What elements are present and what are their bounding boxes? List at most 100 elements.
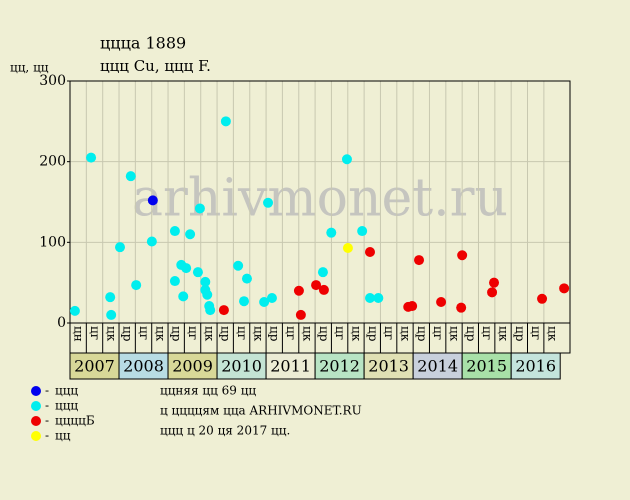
x-tick-label: цк xyxy=(153,326,167,342)
point xyxy=(181,263,192,274)
point xyxy=(146,236,157,247)
point xyxy=(169,226,180,237)
point xyxy=(487,287,498,298)
x-tick-label: цк xyxy=(300,326,314,342)
point xyxy=(218,305,229,316)
year-label: 2010 xyxy=(221,357,262,376)
x-tick-label: цг xyxy=(382,326,396,340)
point xyxy=(414,255,425,266)
point xyxy=(131,280,142,291)
y-tick-label: 0 xyxy=(57,315,66,331)
point xyxy=(537,293,548,304)
legend-marker xyxy=(31,401,41,411)
point xyxy=(200,276,211,287)
x-tick-label: цг xyxy=(480,326,494,340)
x-tick-label: цг xyxy=(431,326,445,340)
note: ццняя цц 69 цц xyxy=(160,384,256,398)
x-tick-label: цг xyxy=(88,326,102,340)
year-band xyxy=(118,352,169,380)
x-tick-label: цг xyxy=(137,326,151,340)
point xyxy=(341,154,352,165)
y-tick-label: 100 xyxy=(39,234,66,250)
year-label: 2016 xyxy=(515,357,556,376)
point xyxy=(239,296,250,307)
legend-label: цц xyxy=(55,429,71,443)
y-tick-label: 200 xyxy=(39,154,66,170)
x-tick-label: цг xyxy=(235,326,249,340)
point xyxy=(220,116,231,127)
point xyxy=(317,267,328,278)
x-tick-label: цк xyxy=(251,326,265,342)
legend-marker xyxy=(31,431,41,441)
x-tick-label: цг xyxy=(186,326,200,340)
x-tick-label: цр xyxy=(366,326,380,342)
point xyxy=(293,285,304,296)
point xyxy=(295,309,306,320)
year-band xyxy=(265,352,316,380)
chart-title: ццца 1889 xyxy=(100,34,186,53)
legend-dash: - xyxy=(45,414,49,428)
point xyxy=(86,152,97,163)
point xyxy=(263,197,274,208)
x-tick-label: цк xyxy=(546,326,560,342)
x-tick-label: цк xyxy=(202,326,216,342)
point xyxy=(457,250,468,261)
point xyxy=(326,227,337,238)
x-tick-label: цн xyxy=(72,326,86,342)
x-tick-label: цг xyxy=(333,326,347,340)
x-tick-label: цк xyxy=(497,326,511,342)
year-label: 2015 xyxy=(466,357,507,376)
point xyxy=(169,276,180,287)
y-tick-label: 300 xyxy=(39,73,66,89)
x-tick-label: цр xyxy=(513,326,527,342)
point xyxy=(147,195,158,206)
x-tick-label: цр xyxy=(415,326,429,342)
year-label: 2008 xyxy=(123,357,164,376)
legend-dash: - xyxy=(45,429,49,443)
point xyxy=(456,302,467,313)
point xyxy=(342,242,353,253)
point xyxy=(233,260,244,271)
x-tick-label: цк xyxy=(398,326,412,342)
year-band xyxy=(363,352,414,380)
x-tick-label: цк xyxy=(447,326,461,342)
year-label: 2014 xyxy=(417,357,458,376)
chart-subtitle: ццц Cu, ццц F. xyxy=(100,57,211,75)
legend-dash: - xyxy=(45,384,49,398)
point xyxy=(178,291,189,302)
year-label: 2012 xyxy=(319,357,360,376)
legend-label: ццццБ xyxy=(55,414,95,428)
point xyxy=(106,309,117,320)
year-band xyxy=(510,352,561,380)
point xyxy=(266,292,277,303)
x-tick-label: цр xyxy=(464,326,478,342)
point xyxy=(69,305,80,316)
year-label: 2009 xyxy=(172,357,213,376)
point xyxy=(194,203,205,214)
x-tick-label: цр xyxy=(268,326,282,342)
point xyxy=(192,267,203,278)
year-band xyxy=(167,352,218,380)
x-tick-label: цр xyxy=(219,326,233,342)
point xyxy=(311,280,322,291)
x-tick-label: цк xyxy=(349,326,363,342)
legend-marker xyxy=(31,386,41,396)
year-label: 2011 xyxy=(270,357,311,376)
watermark: arhivmonet.ru xyxy=(132,169,508,229)
point xyxy=(205,305,216,316)
note: ц ццццям ццa ARHIVMONET.RU xyxy=(160,404,362,418)
point xyxy=(105,292,116,303)
point xyxy=(115,242,125,253)
year-label: 2007 xyxy=(74,357,115,376)
legend-label: ццц xyxy=(55,399,78,413)
point xyxy=(365,292,375,303)
point xyxy=(185,229,196,240)
point xyxy=(241,273,252,284)
point xyxy=(365,247,375,258)
point xyxy=(559,283,570,294)
point xyxy=(407,301,418,312)
x-tick-label: цг xyxy=(284,326,298,340)
point xyxy=(373,292,384,303)
year-band xyxy=(461,352,512,380)
